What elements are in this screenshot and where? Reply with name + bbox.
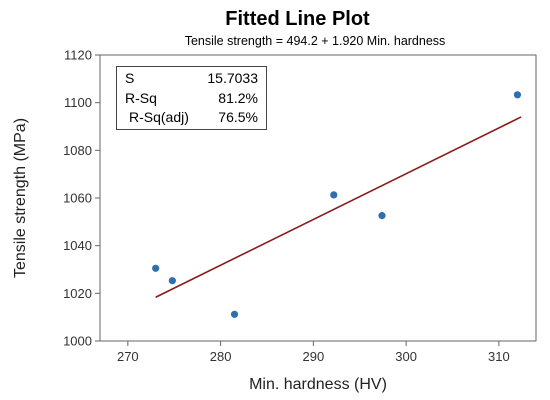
x-tick-label: 280 [210, 349, 232, 364]
chart-title: Fitted Line Plot [225, 8, 370, 30]
stat-row-r-sq: R-Sq 81.2% [125, 90, 258, 108]
x-tick-label: 290 [303, 349, 325, 364]
fit-line [155, 116, 522, 298]
stat-label: S [125, 70, 135, 86]
data-point [230, 310, 239, 318]
data-point [168, 277, 176, 285]
y-axis-label: Tensile strength (MPa) [12, 118, 29, 278]
x-tick-label: 270 [117, 349, 139, 364]
stat-label: R-Sq(adj) [129, 109, 189, 125]
stat-value: 76.5% [218, 109, 258, 125]
data-point [378, 212, 386, 220]
y-tick-label: 1040 [63, 238, 92, 253]
fit-line-group [155, 116, 522, 298]
y-tick-label: 1020 [63, 286, 92, 301]
stat-value: 15.7033 [207, 70, 258, 86]
chart-subtitle: Tensile strength = 494.2 + 1.920 Min. ha… [184, 34, 446, 48]
y-tick-label: 1100 [64, 95, 92, 110]
y-tick-label: 1000 [63, 334, 92, 349]
data-point [330, 191, 338, 199]
data-point [152, 264, 160, 272]
stat-value: 81.2% [218, 90, 258, 106]
data-points [152, 91, 522, 318]
x-axis-label: Min. hardness (HV) [249, 376, 387, 393]
x-tick-label: 300 [395, 349, 417, 364]
stat-label: R-Sq [125, 90, 157, 106]
y-tick-label: 1080 [63, 143, 92, 158]
y-axis: 1000 1020 1040 1060 1080 1100 1120 [63, 48, 100, 349]
data-point [513, 91, 522, 99]
stat-row-s: S 15.7033 [125, 70, 258, 88]
x-tick-label: 310 [488, 349, 510, 364]
y-tick-label: 1120 [64, 48, 92, 63]
regression-stats-box: S 15.7033 R-Sq 81.2% R-Sq(adj) 76.5% [116, 66, 267, 130]
x-axis: 270 280 290 300 310 [117, 341, 510, 364]
stat-row-r-sq-adj: R-Sq(adj) 76.5% [125, 109, 258, 127]
y-tick-label: 1060 [63, 191, 92, 206]
